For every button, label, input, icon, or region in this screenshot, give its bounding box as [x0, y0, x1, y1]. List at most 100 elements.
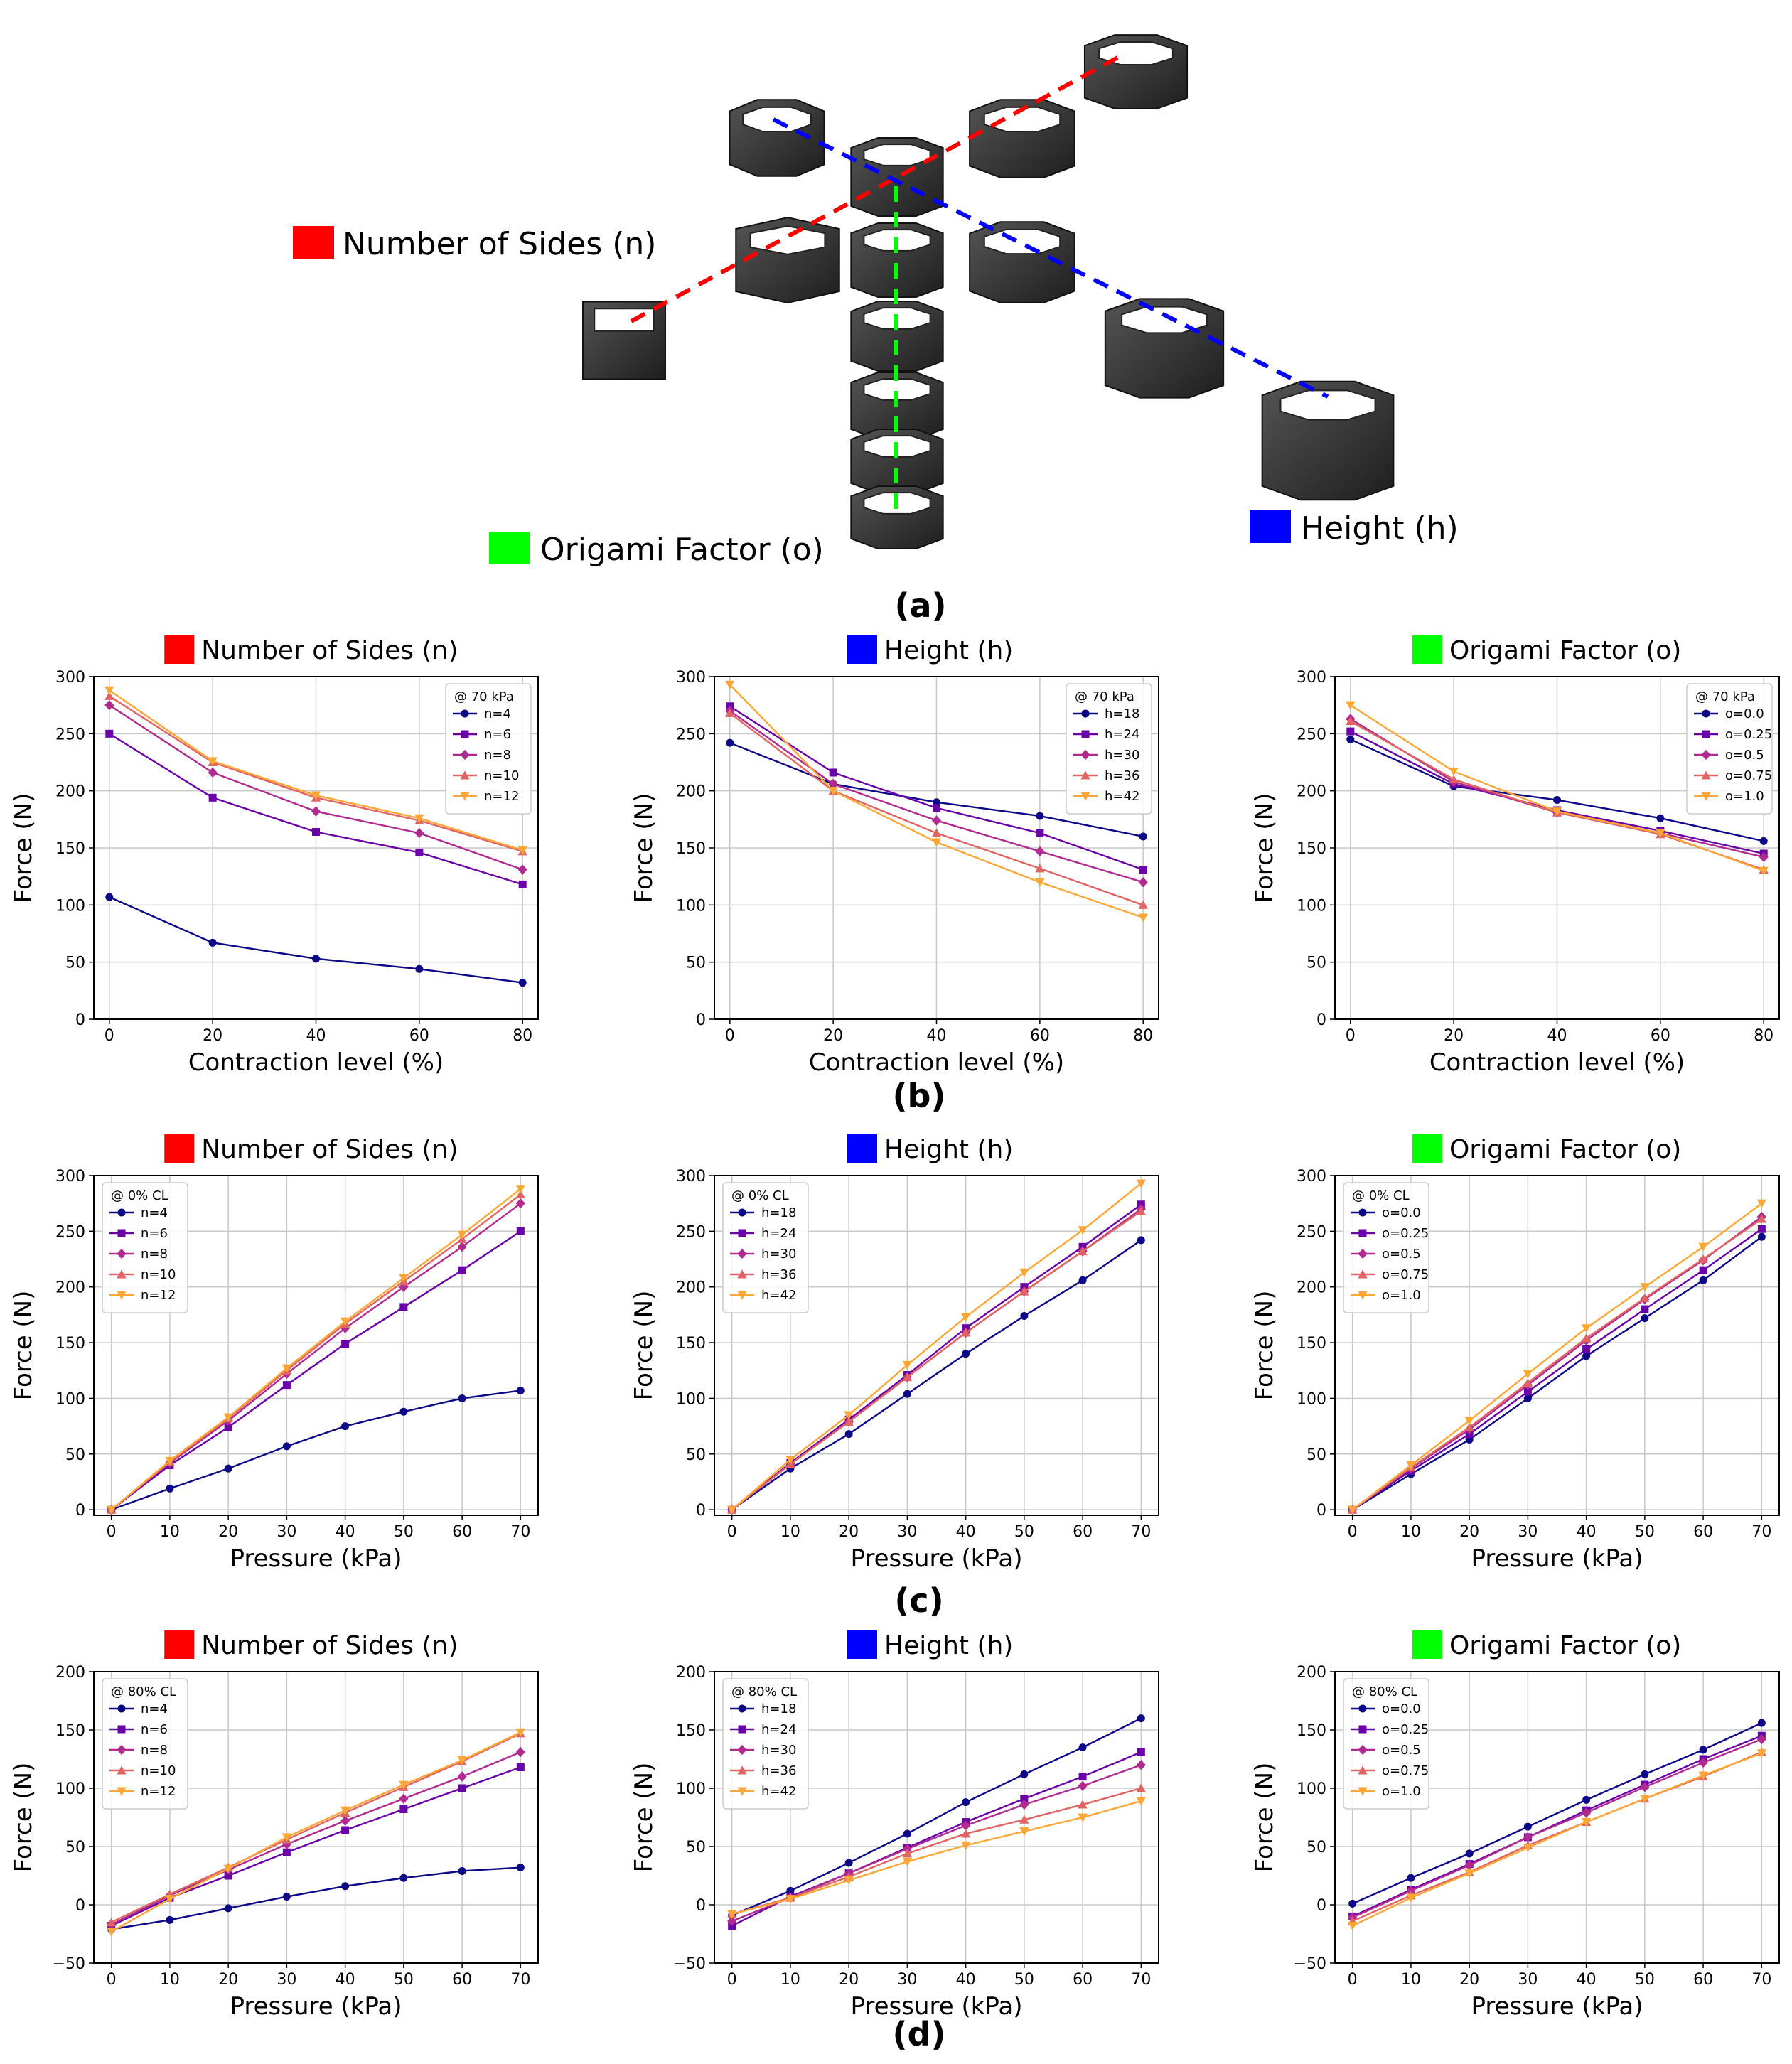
chart-title-swatch — [1412, 1630, 1442, 1659]
x-tick-label: 60 — [1651, 1027, 1670, 1045]
x-tick-label: 60 — [1073, 1523, 1093, 1541]
data-point — [516, 1227, 525, 1235]
chart-title: Number of Sides (n) — [201, 636, 458, 665]
y-tick-label: 300 — [676, 669, 706, 687]
series-line — [110, 1188, 522, 1511]
y-tick-label: 150 — [55, 1722, 85, 1740]
legend-entry: n=8 — [484, 748, 511, 763]
series-line — [111, 1731, 521, 1933]
series-h=42 — [727, 1797, 1146, 1919]
data-point — [1759, 851, 1769, 863]
h-axis-line — [772, 117, 1329, 399]
y-axis-label: Force (N) — [630, 1763, 658, 1873]
chart-title: Height (h) — [884, 1631, 1013, 1660]
data-point — [1582, 1324, 1592, 1333]
data-point — [457, 1756, 467, 1765]
data-point — [415, 964, 424, 973]
data-point — [1641, 1305, 1649, 1313]
series-h=18 — [728, 1714, 1145, 1920]
data-point — [414, 814, 424, 823]
legend-marker — [460, 749, 470, 760]
x-tick-label: 60 — [1693, 1971, 1713, 1989]
legend-marker — [738, 1208, 746, 1217]
series-line — [1351, 1218, 1763, 1511]
prism-opening — [983, 228, 1061, 255]
series-line — [731, 1203, 1142, 1511]
legend-marker — [117, 1208, 126, 1217]
h-label-text: Height (h) — [1301, 510, 1459, 547]
data-point — [340, 1815, 350, 1827]
data-point — [1698, 1254, 1708, 1264]
legend-entry: h=42 — [761, 1288, 796, 1303]
data-point — [785, 1456, 795, 1465]
data-point — [282, 1848, 291, 1856]
data-point — [1582, 1345, 1591, 1353]
data-point — [961, 1820, 971, 1831]
y-tick-label: 50 — [1307, 955, 1326, 972]
n-color-swatch — [293, 226, 334, 259]
data-point — [312, 955, 320, 963]
data-point — [224, 1871, 232, 1880]
data-point — [1464, 1869, 1474, 1878]
x-tick-label: 0 — [1348, 1971, 1358, 1989]
y-tick-label: 100 — [55, 1390, 85, 1408]
data-point — [1136, 1783, 1146, 1792]
x-axis-label: Pressure (kPa) — [1471, 1992, 1643, 2021]
y-tick-label: 150 — [676, 1335, 706, 1353]
data-point — [223, 1864, 233, 1874]
y-tick-label: 300 — [1297, 1168, 1326, 1186]
data-point — [1036, 812, 1044, 820]
legend-title: @ 80% CL — [731, 1684, 797, 1699]
data-point — [1078, 1800, 1088, 1809]
chart-title-swatch — [164, 1134, 195, 1163]
y-tick-label: 200 — [1297, 783, 1326, 801]
data-point — [1346, 701, 1356, 710]
x-tick-label: 30 — [1518, 1523, 1538, 1541]
x-axis-label: Pressure (kPa) — [850, 1544, 1022, 1573]
x-tick-label: 40 — [956, 1971, 976, 1989]
chart-c3: Origami Factor (o) 0 10 20 30 40 50 60 70 0 50 100 1… — [1250, 1134, 1780, 1573]
data-point — [458, 1394, 466, 1402]
data-point — [104, 691, 114, 700]
data-point — [1582, 1352, 1591, 1360]
x-tick-label: 40 — [306, 1027, 326, 1045]
data-point — [1019, 1827, 1029, 1837]
data-point — [961, 1829, 971, 1838]
x-axis-label: Pressure (kPa) — [230, 1544, 402, 1573]
data-point — [1640, 1795, 1650, 1804]
chart-title: Height (h) — [884, 636, 1013, 665]
legend-entry: h=24 — [761, 1722, 796, 1737]
data-point — [1757, 1225, 1766, 1233]
data-point — [515, 1190, 525, 1199]
legend-entry: n=6 — [141, 1722, 168, 1737]
x-tick-label: 40 — [1577, 1523, 1597, 1541]
series-line — [731, 1800, 1142, 1915]
panel-label-a: (a) — [894, 586, 946, 625]
series-line — [1352, 1228, 1763, 1511]
charts-grid: Number of Sides (n)0 20 40 60 80050100150200… — [9, 635, 1780, 2021]
data-point — [515, 1747, 525, 1758]
data-point — [1699, 1266, 1707, 1274]
data-point — [1020, 1311, 1029, 1320]
data-point — [341, 1340, 350, 1348]
data-point — [281, 1833, 291, 1842]
series-line — [1352, 1751, 1762, 1923]
y-tick-label: 0 — [696, 1502, 706, 1520]
data-point — [902, 1849, 912, 1858]
series-n=8 — [104, 700, 527, 875]
data-point — [399, 1780, 409, 1790]
prism-n-1 — [1083, 34, 1189, 109]
data-point — [727, 1915, 737, 1927]
y-tick-label: 150 — [55, 1335, 85, 1353]
legend-title: @ 70 kPa — [454, 689, 514, 704]
x-tick-label: 40 — [927, 1027, 947, 1045]
series-o=1.0 — [1348, 1749, 1766, 1931]
data-point — [340, 1806, 350, 1815]
legend-marker — [1701, 770, 1711, 780]
x-tick-label: 0 — [727, 1971, 737, 1989]
data-point — [224, 1464, 232, 1473]
chart-title-swatch — [1412, 1134, 1442, 1163]
data-point — [457, 1242, 467, 1252]
y-tick-label: 300 — [55, 669, 85, 687]
